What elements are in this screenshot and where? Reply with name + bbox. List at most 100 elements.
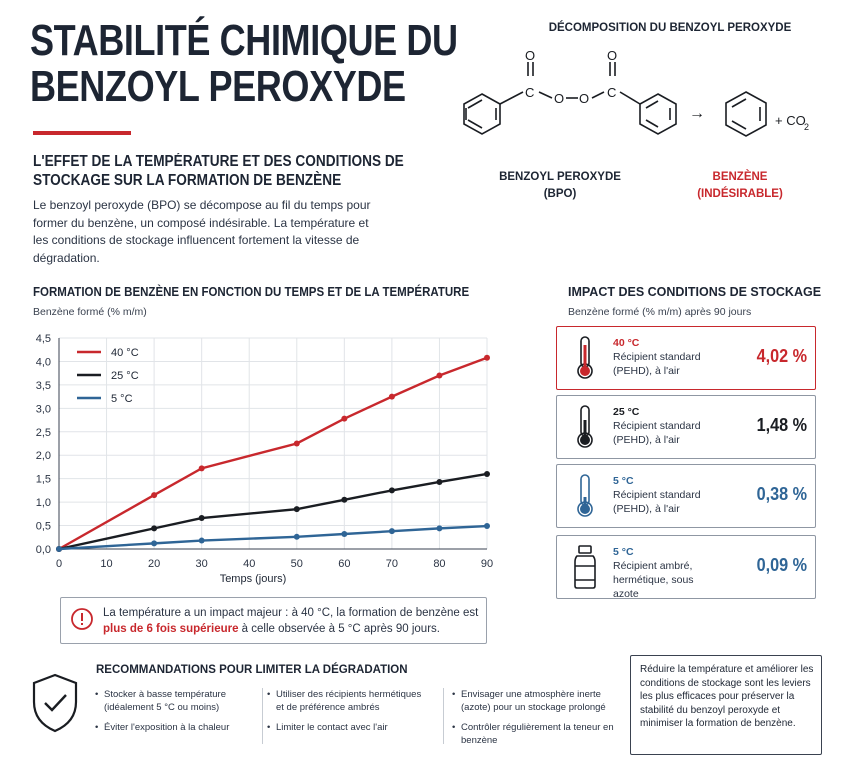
- data-point: [341, 415, 348, 422]
- card-description: Récipient standard (PEHD), à l'air: [613, 489, 701, 515]
- summary-text: Réduire la température et améliorer les …: [640, 664, 814, 729]
- data-point: [151, 540, 158, 547]
- data-point: [198, 515, 205, 522]
- data-point: [388, 487, 395, 494]
- x-tick-label: 40: [243, 558, 255, 570]
- series-line: [58, 356, 488, 551]
- note-highlight: plus de 6 fois supérieure: [103, 623, 239, 635]
- storage-card: 5 °C Récipient standard (PEHD), à l'air …: [556, 464, 816, 528]
- storage-card: 5 °C Récipient ambré, hermétique, sous a…: [556, 535, 816, 600]
- insight-note: La température a un impact majeur : à 40…: [60, 597, 487, 644]
- decomposition-diagram: O C O O O C → + CO 2: [463, 48, 809, 137]
- y-tick-label: 1,0: [36, 497, 51, 509]
- card-description: Récipient standard (PEHD), à l'air: [613, 420, 701, 446]
- card-description: Récipient standard (PEHD), à l'air: [613, 351, 701, 377]
- card-value: 0,38 %: [756, 484, 807, 504]
- title-accent-bar: [33, 131, 131, 135]
- co2-subscript: 2: [804, 122, 809, 132]
- card-temperature: 40 °C: [613, 337, 640, 349]
- card-value: 1,48 %: [756, 415, 807, 435]
- series-line: [58, 472, 488, 551]
- data-point: [436, 525, 443, 532]
- series-line: [58, 524, 488, 551]
- atom-o: O: [607, 48, 617, 63]
- y-tick-label: 2,5: [36, 427, 51, 439]
- benzene-name: BENZÈNE: [712, 171, 768, 183]
- recommendation-item: Envisager une atmosphère inerte (azote) …: [452, 689, 621, 714]
- data-point: [341, 496, 348, 503]
- page-title: STABILITÉ CHIMIQUE DU BENZOYL PEROXYDE: [30, 16, 458, 110]
- exclamation-icon: [71, 608, 93, 630]
- summary-box: Réduire la température et améliorer les …: [630, 655, 822, 755]
- data-point: [341, 530, 348, 537]
- intro-text: Le benzoyl peroxyde (BPO) se décompose a…: [33, 198, 371, 265]
- divider: [443, 688, 444, 744]
- data-point: [388, 528, 395, 535]
- y-tick-label: 0,5: [36, 521, 51, 533]
- recommendation-item: Utiliser des récipients hermétiques et d…: [267, 689, 431, 714]
- y-tick-label: 4,5: [36, 333, 51, 345]
- shield-check-icon: [32, 673, 78, 733]
- bpo-abbr: (BPO): [543, 188, 577, 200]
- legend-label: 5 °C: [111, 393, 133, 405]
- data-point: [198, 465, 205, 472]
- card-description: Récipient ambré, hermétique, sous azote: [613, 560, 694, 600]
- recommendation-item: Éviter l'exposition à la chaleur: [95, 722, 249, 735]
- thermometer-icon: [577, 405, 593, 448]
- decomposition-title: DÉCOMPOSITION DU BENZOYL PEROXYDE: [548, 22, 792, 34]
- y-tick-label: 1,5: [36, 474, 51, 486]
- bpo-name: BENZOYL PEROXYDE: [499, 171, 621, 183]
- x-tick-label: 20: [148, 558, 160, 570]
- data-point: [293, 440, 300, 447]
- card-temperature: 5 °C: [613, 475, 634, 487]
- y-tick-label: 0,0: [36, 544, 51, 556]
- card-temperature: 25 °C: [613, 406, 640, 418]
- note-text-after: à celle observée à 5 °C après 90 jours.: [238, 623, 440, 635]
- atom-c: C: [525, 85, 534, 100]
- chart-subtitle: Benzène formé (% m/m): [33, 306, 147, 318]
- reaction-arrow: →: [689, 105, 705, 122]
- chart-title: FORMATION DE BENZÈNE EN FONCTION DU TEMP…: [33, 285, 470, 299]
- data-point: [484, 470, 490, 477]
- y-tick-label: 3,5: [36, 380, 51, 392]
- benzene-ring-right: [639, 93, 677, 135]
- x-axis-label: Temps (jours): [220, 573, 287, 585]
- legend-label: 40 °C: [111, 347, 139, 359]
- x-tick-label: 80: [433, 558, 445, 570]
- data-point: [293, 533, 300, 540]
- bottle-icon: [574, 545, 596, 589]
- page-subtitle: L'EFFET DE LA TEMPÉRATURE ET DES CONDITI…: [33, 153, 404, 189]
- title-line-1: STABILITÉ CHIMIQUE DU: [30, 16, 458, 65]
- storage-card: 25 °C Récipient standard (PEHD), à l'air…: [556, 395, 816, 459]
- y-tick-label: 3,0: [36, 403, 51, 415]
- x-tick-label: 90: [481, 558, 493, 570]
- bpo-label: BENZOYL PEROXYDE (BPO): [490, 169, 630, 203]
- storage-subtitle: Benzène formé (% m/m) après 90 jours: [568, 306, 752, 318]
- y-tick-label: 4,0: [36, 356, 51, 368]
- legend-label: 25 °C: [111, 370, 139, 382]
- data-point: [436, 478, 443, 485]
- co2-label: + CO: [775, 113, 806, 128]
- card-value: 4,02 %: [756, 346, 807, 366]
- data-point: [151, 492, 158, 499]
- recommendation-item: Limiter le contact avec l'air: [267, 722, 431, 735]
- card-temperature: 5 °C: [613, 546, 634, 558]
- recommendation-item: Contrôler régulièrement la teneur en ben…: [452, 722, 621, 747]
- x-tick-label: 50: [291, 558, 303, 570]
- data-point: [484, 523, 490, 530]
- data-point: [198, 537, 205, 544]
- y-tick-label: 2,0: [36, 450, 51, 462]
- note-text: La température a un impact majeur : à 40…: [103, 605, 483, 637]
- benzene-ring-product: [725, 91, 767, 137]
- data-point: [293, 506, 300, 513]
- atom-c: C: [607, 85, 616, 100]
- data-point: [436, 372, 443, 379]
- note-text-before: La température a un impact majeur : à 40…: [103, 607, 479, 619]
- x-tick-label: 60: [338, 558, 350, 570]
- divider: [262, 688, 263, 744]
- thermometer-hot-icon: [577, 336, 593, 379]
- benzene-note: (INDÉSIRABLE): [697, 188, 783, 200]
- storage-title: IMPACT DES CONDITIONS DE STOCKAGE: [568, 285, 822, 299]
- benzene-formation-chart: 0,0 0,5 1,0 1,5 2,0 2,5 3,0 3,5 4,0 4,5 0 10 20 30 40 5…: [36, 333, 493, 585]
- atom-o: O: [579, 91, 589, 106]
